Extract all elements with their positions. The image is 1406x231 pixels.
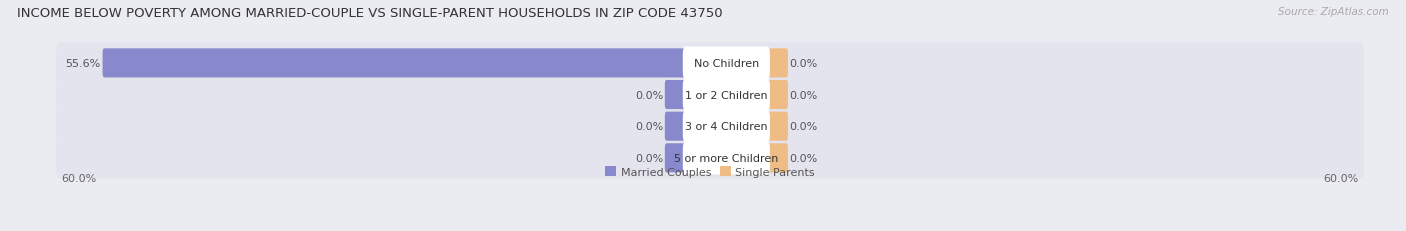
FancyBboxPatch shape bbox=[665, 144, 711, 173]
Text: 0.0%: 0.0% bbox=[636, 122, 664, 132]
FancyBboxPatch shape bbox=[709, 112, 787, 141]
Text: 5 or more Children: 5 or more Children bbox=[675, 153, 779, 163]
Text: 0.0%: 0.0% bbox=[636, 153, 664, 163]
FancyBboxPatch shape bbox=[665, 112, 711, 141]
Text: 3 or 4 Children: 3 or 4 Children bbox=[685, 122, 768, 132]
FancyBboxPatch shape bbox=[709, 81, 787, 110]
FancyBboxPatch shape bbox=[683, 110, 770, 143]
Text: 0.0%: 0.0% bbox=[790, 90, 818, 100]
Text: No Children: No Children bbox=[693, 59, 759, 69]
Text: 1 or 2 Children: 1 or 2 Children bbox=[685, 90, 768, 100]
FancyBboxPatch shape bbox=[56, 106, 1364, 147]
Text: 55.6%: 55.6% bbox=[66, 59, 101, 69]
Text: 0.0%: 0.0% bbox=[790, 122, 818, 132]
FancyBboxPatch shape bbox=[709, 144, 787, 173]
Text: 60.0%: 60.0% bbox=[1323, 174, 1358, 184]
FancyBboxPatch shape bbox=[709, 49, 787, 78]
Text: Source: ZipAtlas.com: Source: ZipAtlas.com bbox=[1278, 7, 1389, 17]
FancyBboxPatch shape bbox=[56, 75, 1364, 116]
Text: 0.0%: 0.0% bbox=[790, 153, 818, 163]
FancyBboxPatch shape bbox=[56, 138, 1364, 179]
Text: 0.0%: 0.0% bbox=[636, 90, 664, 100]
FancyBboxPatch shape bbox=[56, 43, 1364, 84]
Legend: Married Couples, Single Parents: Married Couples, Single Parents bbox=[600, 162, 820, 182]
Text: 0.0%: 0.0% bbox=[790, 59, 818, 69]
FancyBboxPatch shape bbox=[683, 142, 770, 174]
FancyBboxPatch shape bbox=[683, 47, 770, 80]
Text: 60.0%: 60.0% bbox=[62, 174, 97, 184]
FancyBboxPatch shape bbox=[103, 49, 711, 78]
Text: INCOME BELOW POVERTY AMONG MARRIED-COUPLE VS SINGLE-PARENT HOUSEHOLDS IN ZIP COD: INCOME BELOW POVERTY AMONG MARRIED-COUPL… bbox=[17, 7, 723, 20]
FancyBboxPatch shape bbox=[683, 79, 770, 112]
FancyBboxPatch shape bbox=[665, 81, 711, 110]
